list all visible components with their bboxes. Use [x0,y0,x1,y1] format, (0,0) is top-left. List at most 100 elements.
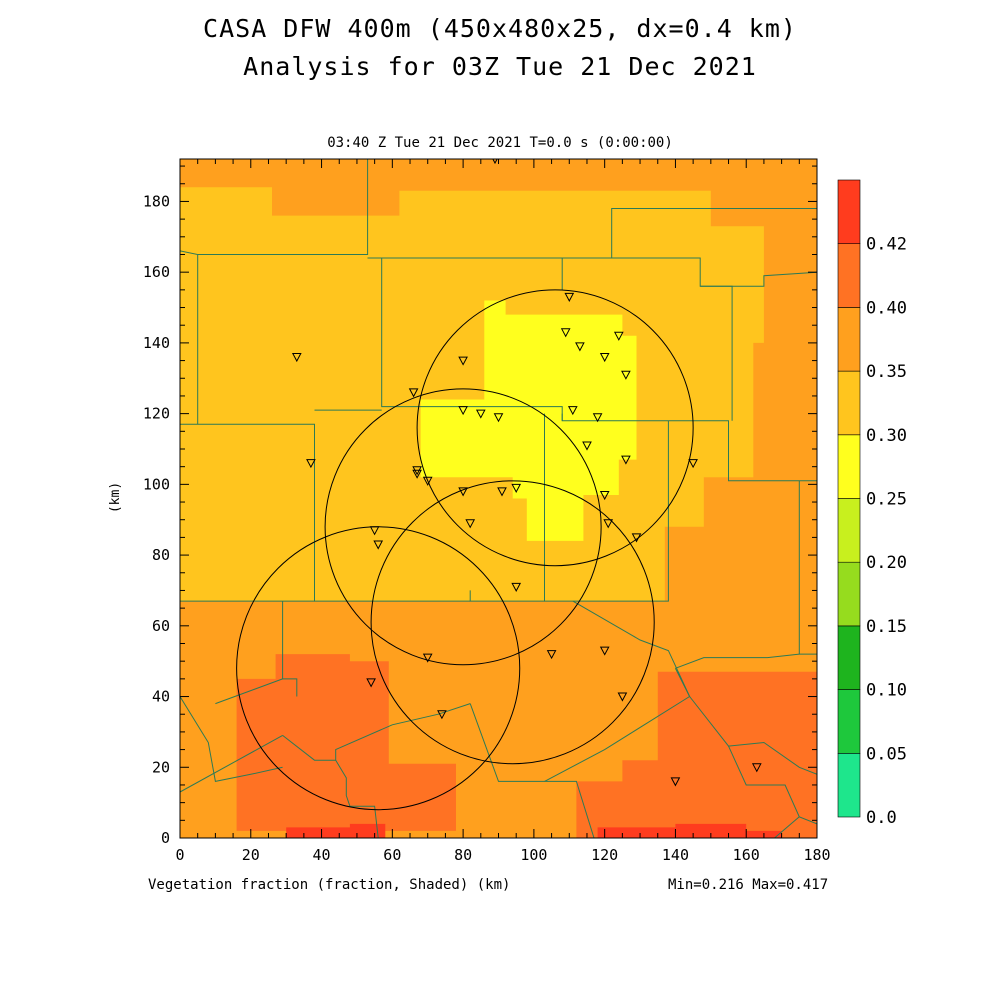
station-marker [688,459,698,469]
station-marker [306,459,316,469]
y-tick-label: 40 [152,688,170,706]
colorbar-label: 0.0 [866,808,897,828]
station-marker [564,292,575,302]
county-boundary [572,600,691,697]
y-tick-label: 180 [143,192,170,210]
y-tick-label: 60 [152,617,170,635]
radar-range-ring [370,480,655,765]
county-boundary [728,745,817,825]
chart-title-line1: CASA DFW 400m (450x480x25, dx=0.4 km) [203,14,797,43]
colorbar-label: 0.05 [866,744,907,764]
colorbar-label: 0.25 [866,490,907,510]
county-boundary [180,734,283,793]
x-tick-label: 100 [520,846,547,864]
station-marker [511,483,522,493]
county-boundary [700,285,733,421]
colorbar-label: 0.15 [866,617,907,637]
station-marker [617,692,628,702]
station-marker [493,413,504,423]
colorbar-segment [837,370,861,436]
y-tick-label: 120 [143,405,170,423]
station-marker [366,678,376,688]
radar-range-ring [324,388,602,666]
x-tick-label: 120 [591,846,618,864]
station-marker [546,650,557,660]
y-tick-label: 160 [143,263,170,281]
county-boundary [282,678,298,697]
shaded-region-0.40-0.42 [597,823,782,838]
chart-title-line2: Analysis for 03Z Tue 21 Dec 2021 [243,52,757,81]
variable-label: Vegetation fraction (fraction, Shaded) (… [148,877,511,893]
x-tick-label: 60 [383,846,401,864]
x-tick-label: 20 [242,846,260,864]
county-boundary [367,257,563,421]
shaded-region-0.25-0.30 [180,187,764,602]
y-tick-label: 20 [152,758,170,776]
colorbar-label: 0.35 [866,362,907,382]
x-tick-label: 80 [454,846,472,864]
station-marker [497,487,507,497]
station-marker [599,646,610,656]
station-marker [621,455,631,465]
station-marker [422,653,433,663]
station-marker [465,519,476,529]
station-marker [575,342,585,352]
y-tick-label: 100 [143,475,170,493]
county-boundary [282,703,471,761]
station-marker [560,328,571,338]
colorbar-label: 0.20 [866,553,907,573]
station-marker [599,491,610,501]
station-marker [631,533,642,543]
colorbar-segment [837,498,861,563]
y-tick-label: 80 [152,546,170,564]
colorbar-label: 0.40 [866,298,907,318]
station-marker [291,353,302,363]
chart-subtitle: 03:40 Z Tue 21 Dec 2021 T=0.0 s (0:00:00… [327,135,673,151]
county-boundary [774,816,800,838]
station-marker [603,519,614,529]
colorbar-label: 0.30 [866,426,907,446]
county-boundary [197,159,369,255]
y-tick-label: 0 [161,829,170,847]
colorbar-segment [837,561,861,627]
station-marker [670,777,681,787]
station-marker [613,331,624,341]
station-marker [582,441,592,451]
station-marker [373,540,384,550]
station-marker [437,710,447,720]
colorbar-segment [837,752,861,818]
county-boundary [544,668,691,782]
colorbar-segment [837,243,861,308]
shaded-region-0.40-0.42 [286,823,386,838]
colorbar-segment [837,689,861,754]
county-boundary [367,208,817,259]
x-tick-label: 140 [662,846,689,864]
station-marker [412,469,422,479]
station-marker [621,370,631,380]
x-tick-label: 160 [733,846,760,864]
station-marker [422,476,433,486]
station-marker [458,487,468,497]
radar-range-ring [416,289,694,567]
station-marker [475,409,486,419]
county-boundary [689,696,817,775]
y-tick-label: 140 [143,334,170,352]
x-tick-label: 40 [313,846,331,864]
county-boundary [180,696,283,782]
colorbar-label: 0.42 [866,235,907,255]
station-marker [458,356,468,366]
station-marker [369,526,380,536]
shaded-region-0.30-0.35 [180,159,817,308]
station-marker [592,413,603,423]
colorbar-segment [837,434,861,499]
county-boundary [675,653,800,669]
station-marker [751,763,762,773]
station-marker [511,582,522,592]
shaded-region-0.20-0.25 [420,300,637,541]
colorbar-segment [837,307,861,372]
county-boundary [335,759,379,838]
min-max-label: Min=0.216 Max=0.417 [668,877,829,893]
county-boundary [561,413,817,482]
colorbar-segment [837,625,861,690]
